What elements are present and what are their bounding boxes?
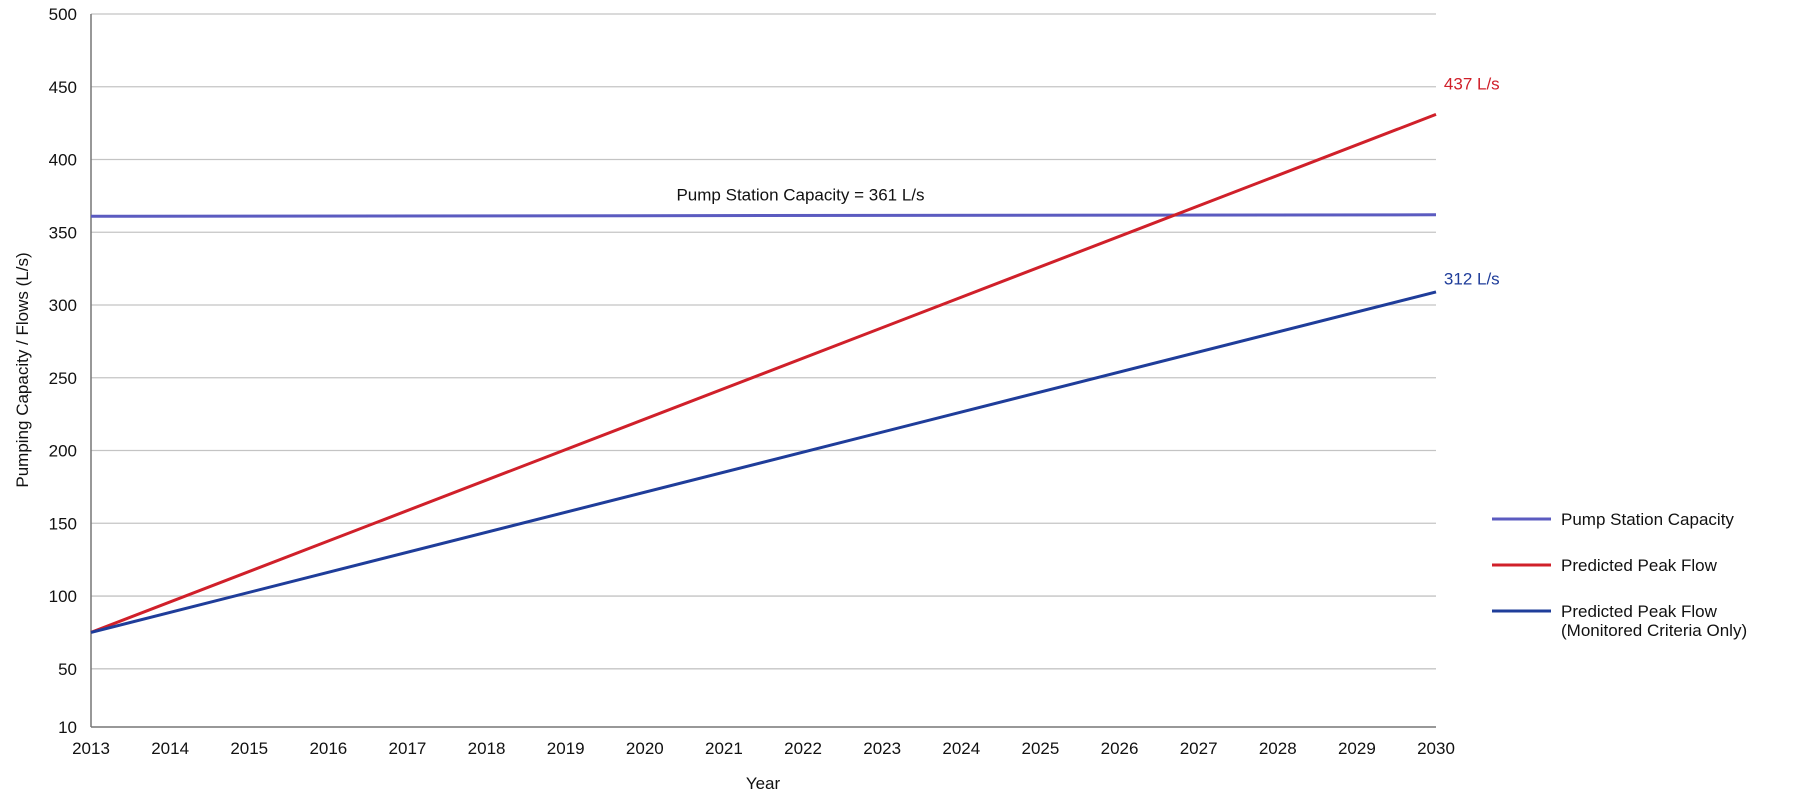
- x-tick-label: 2029: [1338, 739, 1376, 758]
- x-tick-label: 2030: [1417, 739, 1455, 758]
- x-tick-label: 2023: [863, 739, 901, 758]
- x-tick-label: 2013: [72, 739, 110, 758]
- legend-entry: Predicted Peak Flow: [1561, 556, 1718, 575]
- y-tick-label: 300: [49, 296, 77, 315]
- y-tick-label: 100: [49, 587, 77, 606]
- annotation-label: 437 L/s: [1444, 75, 1500, 94]
- y-tick-label: 250: [49, 369, 77, 388]
- y-tick-label: 500: [49, 5, 77, 24]
- y-tick-label: 150: [49, 514, 77, 533]
- x-tick-label: 2018: [468, 739, 506, 758]
- x-tick-label: 2019: [547, 739, 585, 758]
- y-tick-label: 50: [58, 660, 77, 679]
- x-tick-label: 2022: [784, 739, 822, 758]
- x-tick-label: 2021: [705, 739, 743, 758]
- x-tick-label: 2027: [1180, 739, 1218, 758]
- series-lines: [90, 113, 1437, 634]
- legend-entry: Pump Station Capacity: [1561, 510, 1734, 529]
- series-line-2: [90, 113, 1437, 634]
- gridlines: [91, 13, 1436, 670]
- y-tick-label: 450: [49, 78, 77, 97]
- x-tick-label: 2017: [389, 739, 427, 758]
- y-tick-label: 350: [49, 223, 77, 242]
- x-tick-label: 2024: [942, 739, 980, 758]
- x-tick-label: 2025: [1021, 739, 1059, 758]
- series-line-1: [90, 213, 1437, 218]
- series-line-3: [90, 290, 1437, 634]
- x-tick-label: 2016: [309, 739, 347, 758]
- x-tick-label: 2026: [1101, 739, 1139, 758]
- y-axis-title: Pumping Capacity / Flows (L/s): [13, 252, 32, 487]
- x-tick-labels: 2013 2014 2015 2016 2017 2018 2019 2020 2021 2022…: [72, 739, 1455, 758]
- legend-entry: Predicted Peak Flow (Monitored Criteria O…: [1561, 602, 1747, 640]
- y-tick-label: 200: [49, 442, 77, 461]
- y-tick-label: 400: [49, 151, 77, 170]
- legend: Pump Station Capacity Predicted Peak Flow…: [1492, 510, 1747, 640]
- annotations: Pump Station Capacity = 361 L/s 437 L/s 31…: [676, 75, 1499, 289]
- x-tick-label: 2014: [151, 739, 189, 758]
- x-axis-title: Year: [746, 774, 781, 793]
- x-tick-label: 2020: [626, 739, 664, 758]
- y-tick-labels: 10 50 100 150 200 250 300 350 400 450 500: [49, 5, 77, 737]
- annotation-label: 312 L/s: [1444, 270, 1500, 289]
- y-tick-label: 10: [58, 718, 77, 737]
- axes: [90, 14, 1436, 728]
- x-tick-label: 2015: [230, 739, 268, 758]
- annotation-label: Pump Station Capacity = 361 L/s: [676, 185, 924, 204]
- x-tick-label: 2028: [1259, 739, 1297, 758]
